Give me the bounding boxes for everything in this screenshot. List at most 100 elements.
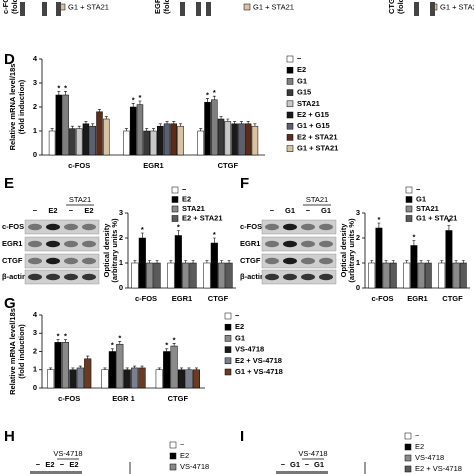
bar [424,262,432,289]
error-bar [140,232,144,238]
blot-band [319,223,333,231]
blot-band [82,240,96,248]
cropped-bar [196,2,201,16]
legend-swatch [405,186,413,194]
bar [170,123,178,156]
blot-band [28,257,42,265]
legend-swatch [224,368,232,376]
significance-mark: * [447,217,450,226]
bar [445,230,453,289]
blot-lane-label: E2 [48,206,57,215]
legend-label: G1 + STA21 [416,213,457,222]
blot-band [319,273,333,281]
significance-mark: * [118,333,121,342]
significance-mark: * [138,93,141,102]
blot-band [64,273,78,281]
bar [138,237,146,289]
bar [129,106,137,156]
x-tick-label: CTGF [168,394,189,403]
significance-mark: * [165,341,168,350]
bar [251,125,259,156]
y-axis-label: Optical density [339,223,348,278]
panel-letter: H [4,428,15,445]
x-tick-label: CTGF [218,161,239,170]
error-bar [454,260,458,263]
bar [182,262,190,289]
error-bar [169,260,173,263]
blot-lane-label: E2 [84,206,93,215]
x-tick-label: EGR1 [143,161,163,170]
blot-band [265,223,279,231]
error-bar [56,339,60,343]
bar [210,242,218,289]
blot-band [319,240,333,248]
legend-swatch [404,465,412,473]
error-bar [133,260,137,263]
legend-label: G1 [416,194,426,203]
blot-lane-label: G1 [321,206,331,215]
legend-label: G1 + STA21 [253,2,294,11]
error-bar [205,260,209,263]
y-tick-label: 2 [33,346,37,355]
blot-strip [24,269,100,285]
blot-band [46,223,60,231]
error-bar [391,260,395,263]
error-bar [194,367,198,370]
bar [150,130,157,156]
bar [174,235,182,289]
bar [96,111,103,156]
error-bar [70,125,74,129]
legend-swatch [171,215,179,222]
legend-swatch [171,186,179,194]
error-bar [377,222,381,228]
panel-letter: I [240,428,244,445]
y-axis-label: Relative mRNA level/18s [8,64,17,151]
error-bar [138,100,142,105]
y-tick-label: 0 [356,283,360,292]
error-bar [49,367,53,370]
bar [438,262,446,289]
significance-mark: * [141,225,144,234]
cropped-axis-label: c-FOS luc [1,0,10,14]
significance-mark: * [132,95,135,104]
significance-mark: * [64,332,67,341]
blot-lane-label: − [36,460,41,469]
significance-mark: * [177,222,180,231]
legend-label: STA21 [182,204,205,213]
legend-label: G1 [297,76,307,85]
error-bar [125,367,129,370]
bar [185,369,193,389]
error-bar [71,367,75,370]
blot-band [319,257,333,265]
blot-lane-label: − [33,206,38,215]
error-bar [103,367,107,370]
error-bar [384,260,388,263]
bar [55,94,63,156]
bar [167,262,175,289]
blot-row-label: EGR1 [2,239,22,248]
blot-strip [261,236,337,252]
legend-label: E2 [180,451,189,460]
blot-strip [261,269,337,285]
bar [211,99,218,156]
legend-label: E2 [297,65,306,74]
error-bar [253,123,257,127]
cropped-axis-label: (fold [10,0,19,14]
y-axis-label: (arbitrary units %) [347,218,356,283]
blot-row-label: EGR1 [240,239,260,248]
panel-letter: F [240,175,249,192]
blot-band [265,257,279,265]
y-tick-label: 4 [33,310,38,319]
legend-label: G1 + G15 [297,121,330,130]
bar [69,369,77,389]
y-tick-label: 4 [33,54,38,63]
legend-label: G15 [297,88,311,97]
y-tick-label: 1 [119,258,123,267]
error-bar [179,123,183,127]
x-tick-label: EGR1 [407,294,427,303]
cropped-bar [20,2,25,16]
cropped-bar [206,2,211,16]
legend-label: E2 + VS-4718 [235,356,282,365]
error-bar [187,367,191,370]
bar [375,227,383,289]
